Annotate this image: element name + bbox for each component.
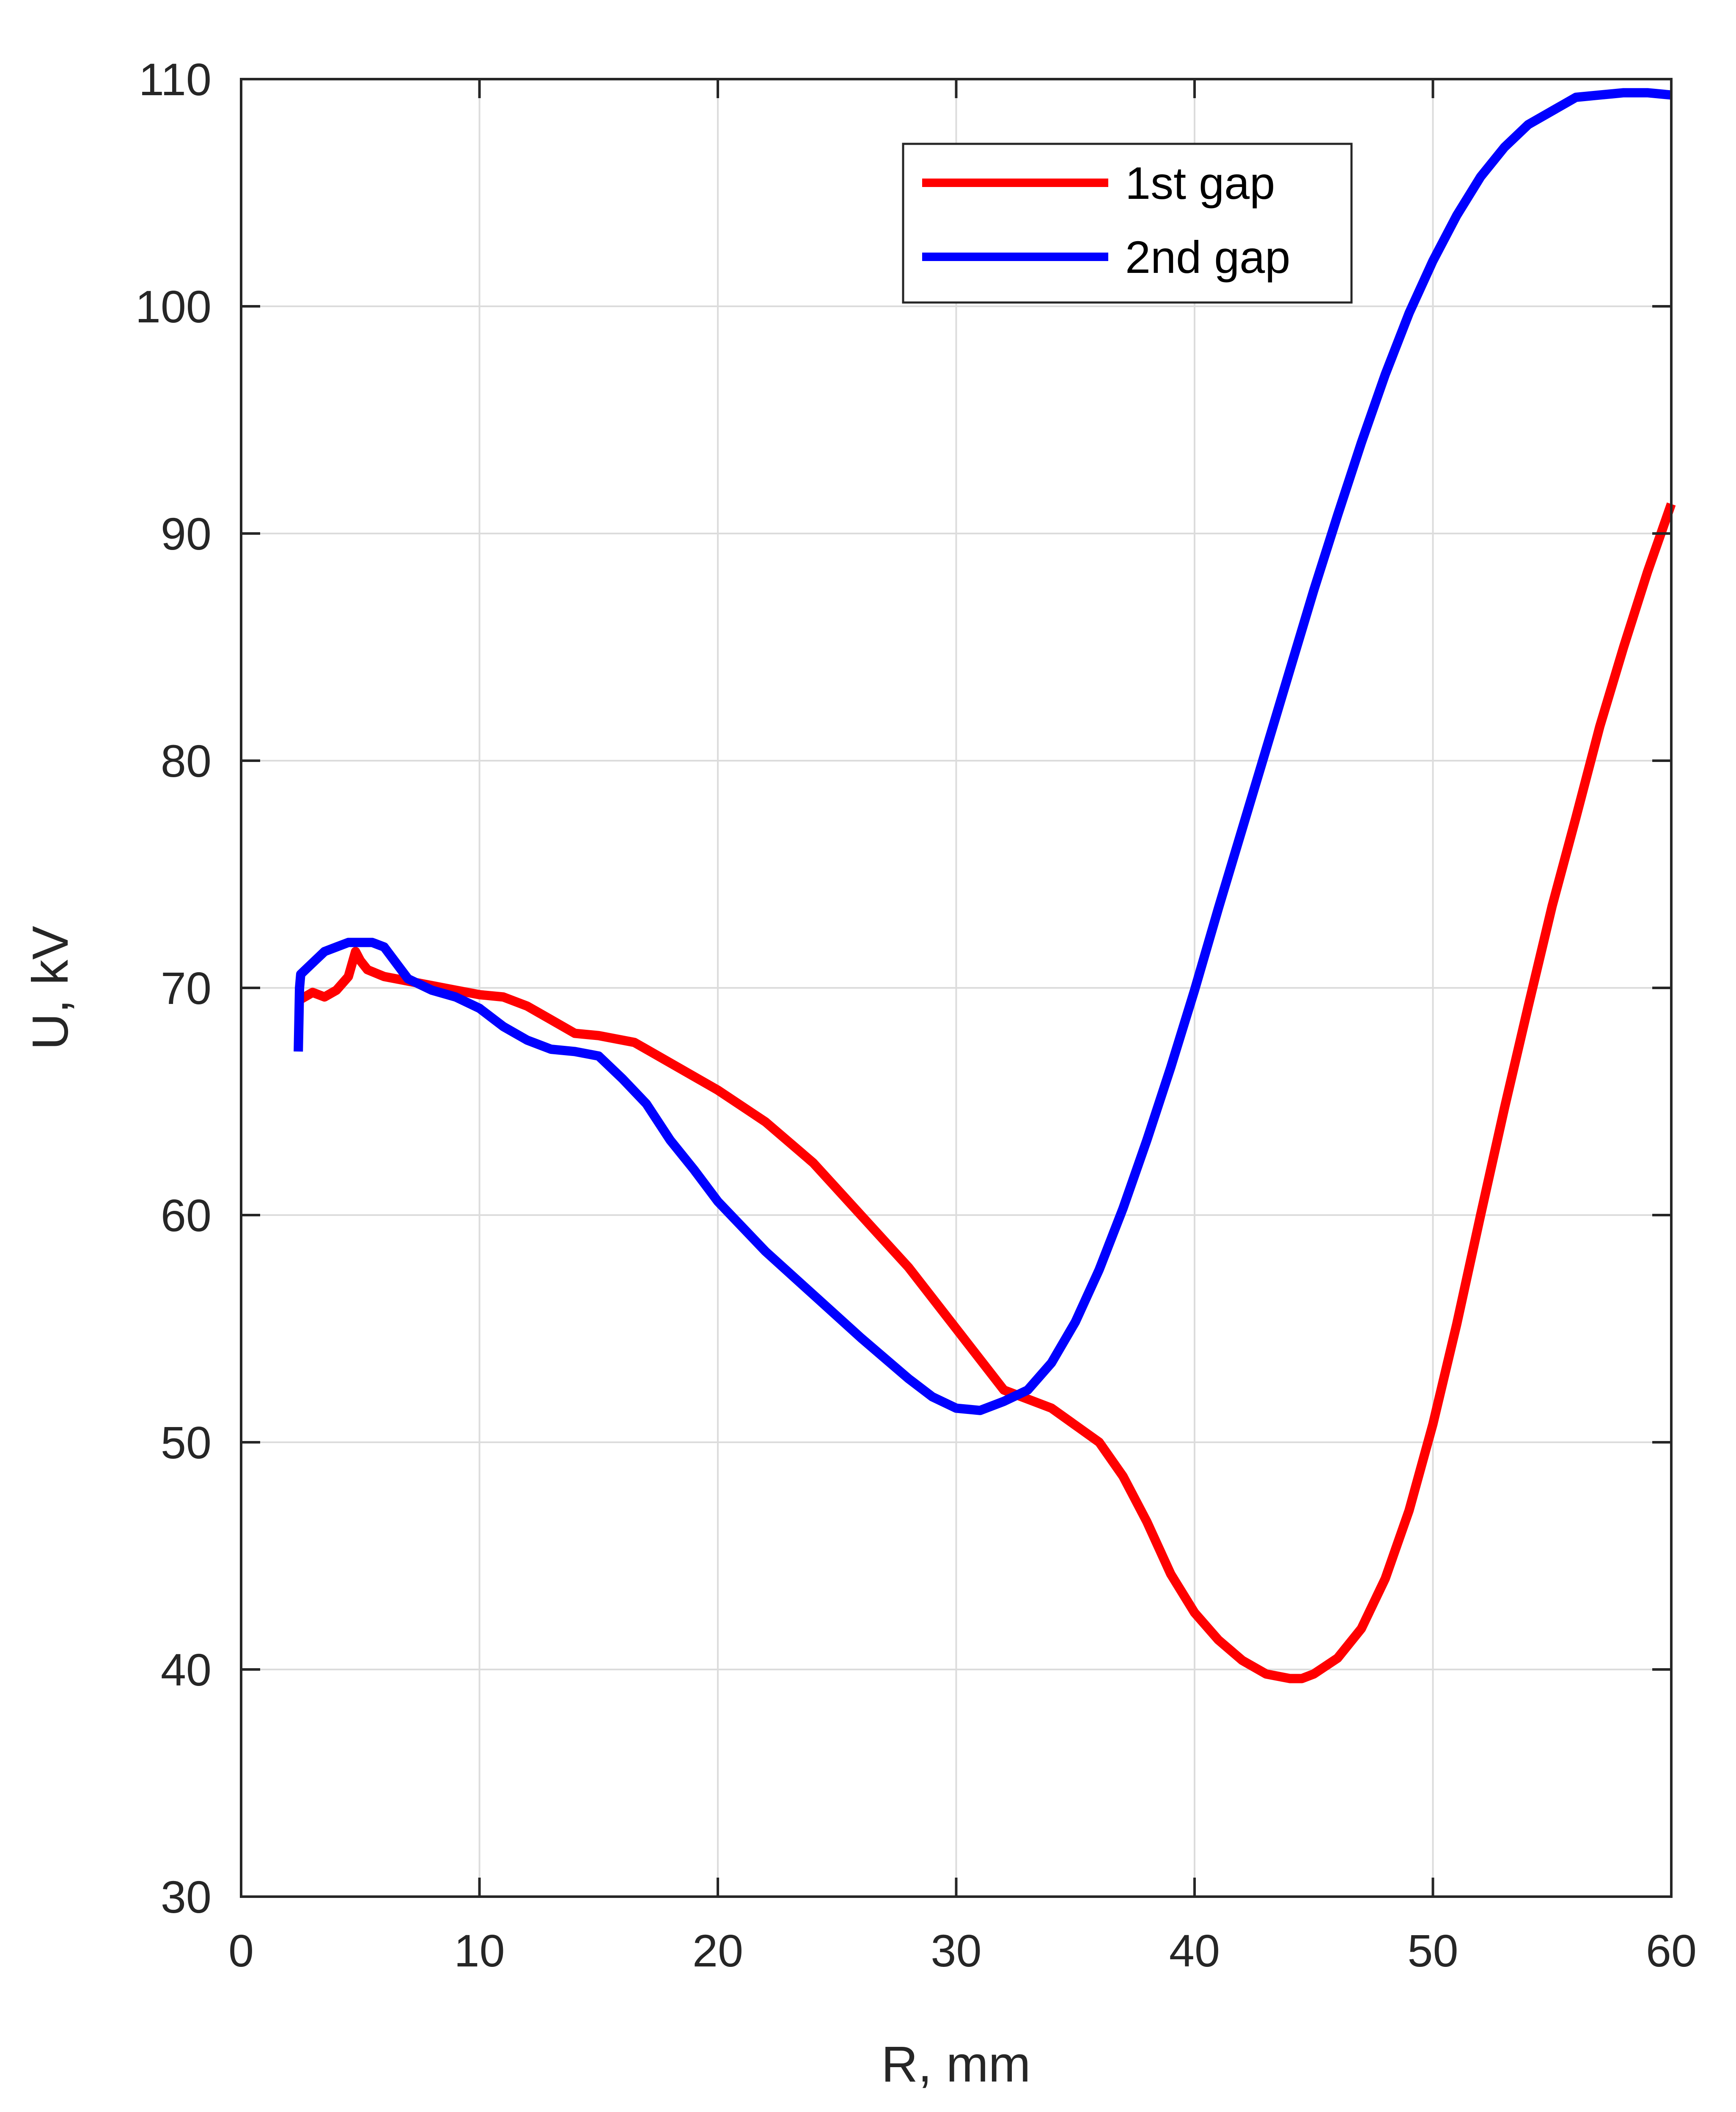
y-axis-title: U, kV xyxy=(22,926,79,1050)
y-tick-label: 80 xyxy=(161,735,212,786)
y-tick-label: 50 xyxy=(161,1417,212,1468)
x-tick-label: 0 xyxy=(228,1925,254,1976)
y-tick-label: 60 xyxy=(161,1190,212,1241)
x-axis-title: R, mm xyxy=(881,2036,1030,2093)
series-lines xyxy=(294,88,1676,1683)
x-tick-label: 30 xyxy=(931,1925,981,1976)
series-line-2nd-gap xyxy=(294,88,1672,1415)
legend-label-1st-gap: 1st gap xyxy=(1125,157,1275,209)
legend: 1st gap 2nd gap xyxy=(902,143,1353,304)
x-tick-label: 40 xyxy=(1169,1925,1220,1976)
grid-lines xyxy=(241,79,1671,1897)
y-tick-label: 100 xyxy=(135,281,212,332)
y-tick-label: 30 xyxy=(161,1871,212,1922)
x-tick-label: 10 xyxy=(454,1925,505,1976)
y-tick-label: 90 xyxy=(161,508,212,559)
y-tick-label: 110 xyxy=(139,54,212,105)
legend-label-2nd-gap: 2nd gap xyxy=(1125,231,1290,283)
x-tick-labels: 0 10 20 30 40 50 60 xyxy=(228,1925,1697,1976)
x-tick-label: 60 xyxy=(1646,1925,1697,1976)
y-tick-labels: 30 40 50 60 70 80 90 100 110 xyxy=(135,54,212,1922)
x-tick-label: 50 xyxy=(1407,1925,1458,1976)
legend-box xyxy=(902,143,1353,304)
x-tick-label: 20 xyxy=(692,1925,743,1976)
y-tick-label: 70 xyxy=(161,962,212,1014)
y-tick-label: 40 xyxy=(161,1644,212,1695)
axis-ticks xyxy=(240,78,1673,1898)
series-line-1st-gap xyxy=(298,502,1676,1683)
